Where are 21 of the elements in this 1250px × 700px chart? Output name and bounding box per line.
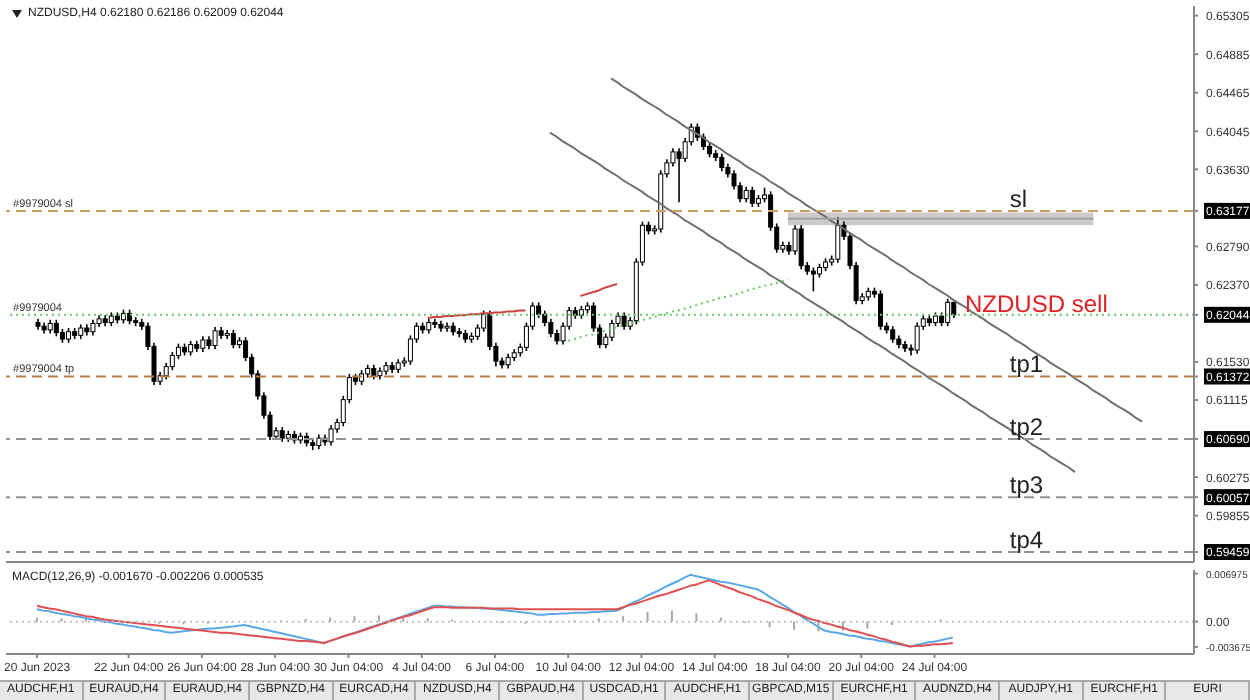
candlestick — [878, 289, 884, 331]
candlestick — [169, 351, 175, 372]
candlestick — [835, 216, 841, 264]
candlestick — [212, 326, 218, 350]
candlestick — [945, 297, 951, 327]
ref-line-label: tp4 — [1009, 526, 1044, 554]
candlestick — [609, 318, 615, 342]
candlestick — [798, 224, 804, 271]
candlestick — [328, 424, 334, 447]
candlestick — [548, 318, 554, 339]
ref-line-label: tp2 — [1009, 413, 1044, 442]
candlestick — [676, 147, 682, 204]
ref-line-label: tp1 — [1009, 350, 1044, 379]
candlestick — [749, 185, 755, 208]
ref-line-label: tp3 — [1009, 471, 1044, 500]
annotation: NZDUSD sell — [965, 289, 1108, 318]
ref-line-label: sl — [1009, 184, 1028, 213]
candlestick — [230, 329, 236, 350]
line-series — [548, 131, 1076, 474]
candlestick — [810, 266, 816, 293]
candlestick — [914, 321, 920, 355]
